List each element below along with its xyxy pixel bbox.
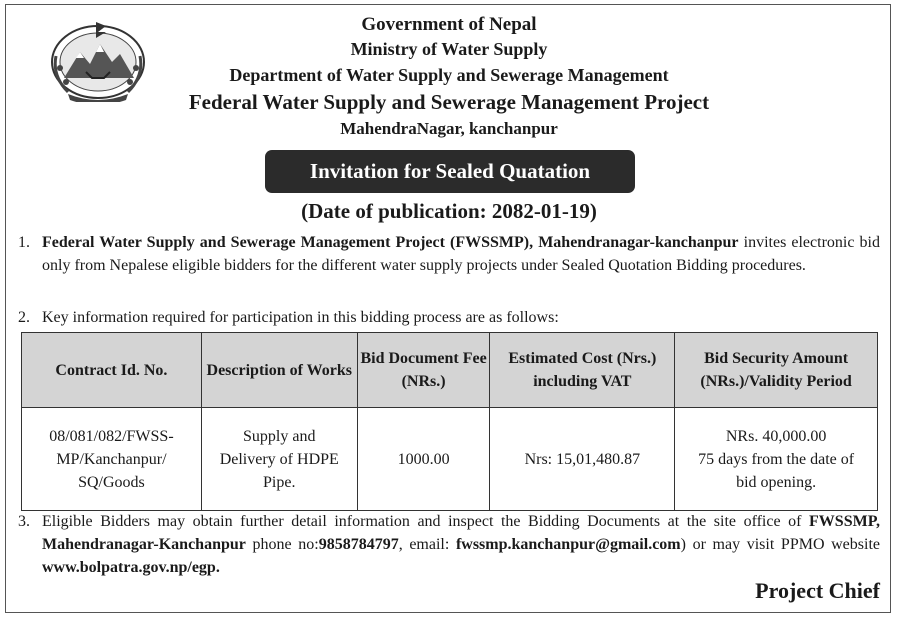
- paragraph-1-bold: Federal Water Supply and Sewerage Manage…: [42, 234, 739, 251]
- security-line: 75 days from the date of: [698, 450, 855, 468]
- description-line: Supply and: [243, 427, 316, 445]
- paragraph-3: 3. Eligible Bidders may obtain further d…: [18, 510, 880, 579]
- paragraph-number: 1.: [18, 234, 30, 251]
- paragraph-3-text: ) or may visit PPMO website: [680, 536, 881, 553]
- header-ministry: Ministry of Water Supply: [350, 39, 548, 59]
- table-header-cell: Bid Document Fee (NRs.): [356, 332, 491, 408]
- paragraph-number: 2.: [18, 309, 30, 326]
- paragraph-3-text: phone no:: [245, 536, 319, 553]
- security-line: bid opening.: [736, 473, 817, 491]
- contract-id-line: SQ/Goods: [78, 473, 145, 491]
- cost-cell: Nrs: 15,01,480.87: [489, 407, 676, 511]
- description-cell: Supply and Delivery of HDPE Pipe.: [200, 407, 358, 511]
- table-header-row: Contract Id. No. Description of Works Bi…: [21, 332, 878, 408]
- table-row: 08/081/082/FWSS- MP/Kanchanpur/ SQ/Goods…: [21, 407, 878, 511]
- document-border: [5, 4, 891, 613]
- fee-cell: 1000.00: [356, 407, 491, 511]
- paragraph-1-text: invites electronic bid only from Nepales…: [42, 234, 880, 274]
- notice-title: Invitation for Sealed Quatation: [309, 159, 591, 183]
- security-line: NRs. 40,000.00: [725, 427, 827, 445]
- security-cell: NRs. 40,000.00 75 days from the date of …: [674, 407, 878, 511]
- header-government: Government of Nepal: [361, 14, 537, 35]
- website-link: www.bolpatra.gov.np/egp.: [42, 559, 220, 576]
- table-header-cell: Contract Id. No.: [21, 332, 202, 408]
- paragraph-2-text: Key information required for participati…: [42, 309, 559, 326]
- table-header-cell: Estimated Cost (Nrs.) including VAT: [489, 332, 676, 408]
- paragraph-number: 3.: [18, 513, 30, 530]
- paragraph-3-text: , email:: [398, 536, 456, 553]
- contract-id-cell: 08/081/082/FWSS- MP/Kanchanpur/ SQ/Goods: [21, 407, 202, 511]
- bid-info-table: Contract Id. No. Description of Works Bi…: [21, 332, 878, 511]
- header-project: Federal Water Supply and Sewerage Manage…: [188, 90, 710, 114]
- email-address: fwssmp.kanchanpur@gmail.com: [455, 536, 681, 553]
- phone-number: 9858784797: [318, 536, 399, 553]
- signature-title: Project Chief: [755, 578, 880, 603]
- paragraph-2: 2. Key information required for particip…: [18, 306, 880, 329]
- notice-title-banner: Invitation for Sealed Quatation: [265, 150, 635, 193]
- paragraph-1: 1. Federal Water Supply and Sewerage Man…: [18, 231, 880, 277]
- paragraph-3-text: Eligible Bidders may obtain further deta…: [42, 513, 810, 530]
- header-department: Department of Water Supply and Sewerage …: [229, 65, 669, 85]
- table-header-cell: Description of Works: [200, 332, 358, 408]
- contract-id-line: MP/Kanchanpur/: [56, 450, 167, 468]
- office-name: FWSSMP, Mahendranagar-Kanchanpur: [42, 513, 880, 553]
- contract-id-line: 08/081/082/FWSS-: [49, 427, 174, 445]
- description-line: Pipe.: [263, 473, 296, 491]
- header-location: MahendraNagar, kanchanpur: [340, 119, 558, 138]
- description-line: Delivery of HDPE: [219, 450, 339, 468]
- publication-date: (Date of publication: 2082-01-19): [301, 199, 597, 223]
- nepal-emblem-icon: [51, 22, 145, 102]
- table-header-cell: Bid Security Amount (NRs.)/Validity Peri…: [674, 332, 878, 408]
